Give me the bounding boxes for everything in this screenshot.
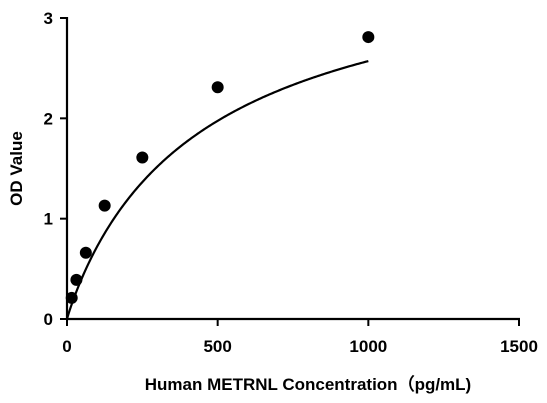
y-tick-label: 1	[44, 210, 53, 229]
data-point	[79, 246, 92, 259]
data-point	[70, 273, 83, 286]
fit-curve	[66, 60, 369, 319]
x-tick-label: 1500	[500, 337, 538, 356]
fit-curve-layer	[66, 60, 369, 319]
y-tick-label: 3	[44, 9, 53, 28]
x-tick-label: 0	[62, 337, 71, 356]
axes	[65, 17, 520, 321]
data-point	[98, 199, 111, 212]
ticks: 0 500 1000 1500 0 1 2 3	[44, 9, 538, 356]
data-point	[211, 81, 224, 94]
y-tick-label: 2	[44, 109, 53, 128]
x-tick-label: 1000	[349, 337, 387, 356]
data-point	[65, 291, 78, 304]
x-axis-title: Human METRNL Concentration（pg/mL)	[145, 374, 471, 394]
data-point	[136, 151, 149, 164]
y-axis-title: OD Value	[7, 131, 26, 206]
data-points	[65, 31, 375, 304]
y-tick-label: 0	[44, 310, 53, 329]
data-point	[362, 31, 375, 44]
x-tick-label: 500	[203, 337, 231, 356]
